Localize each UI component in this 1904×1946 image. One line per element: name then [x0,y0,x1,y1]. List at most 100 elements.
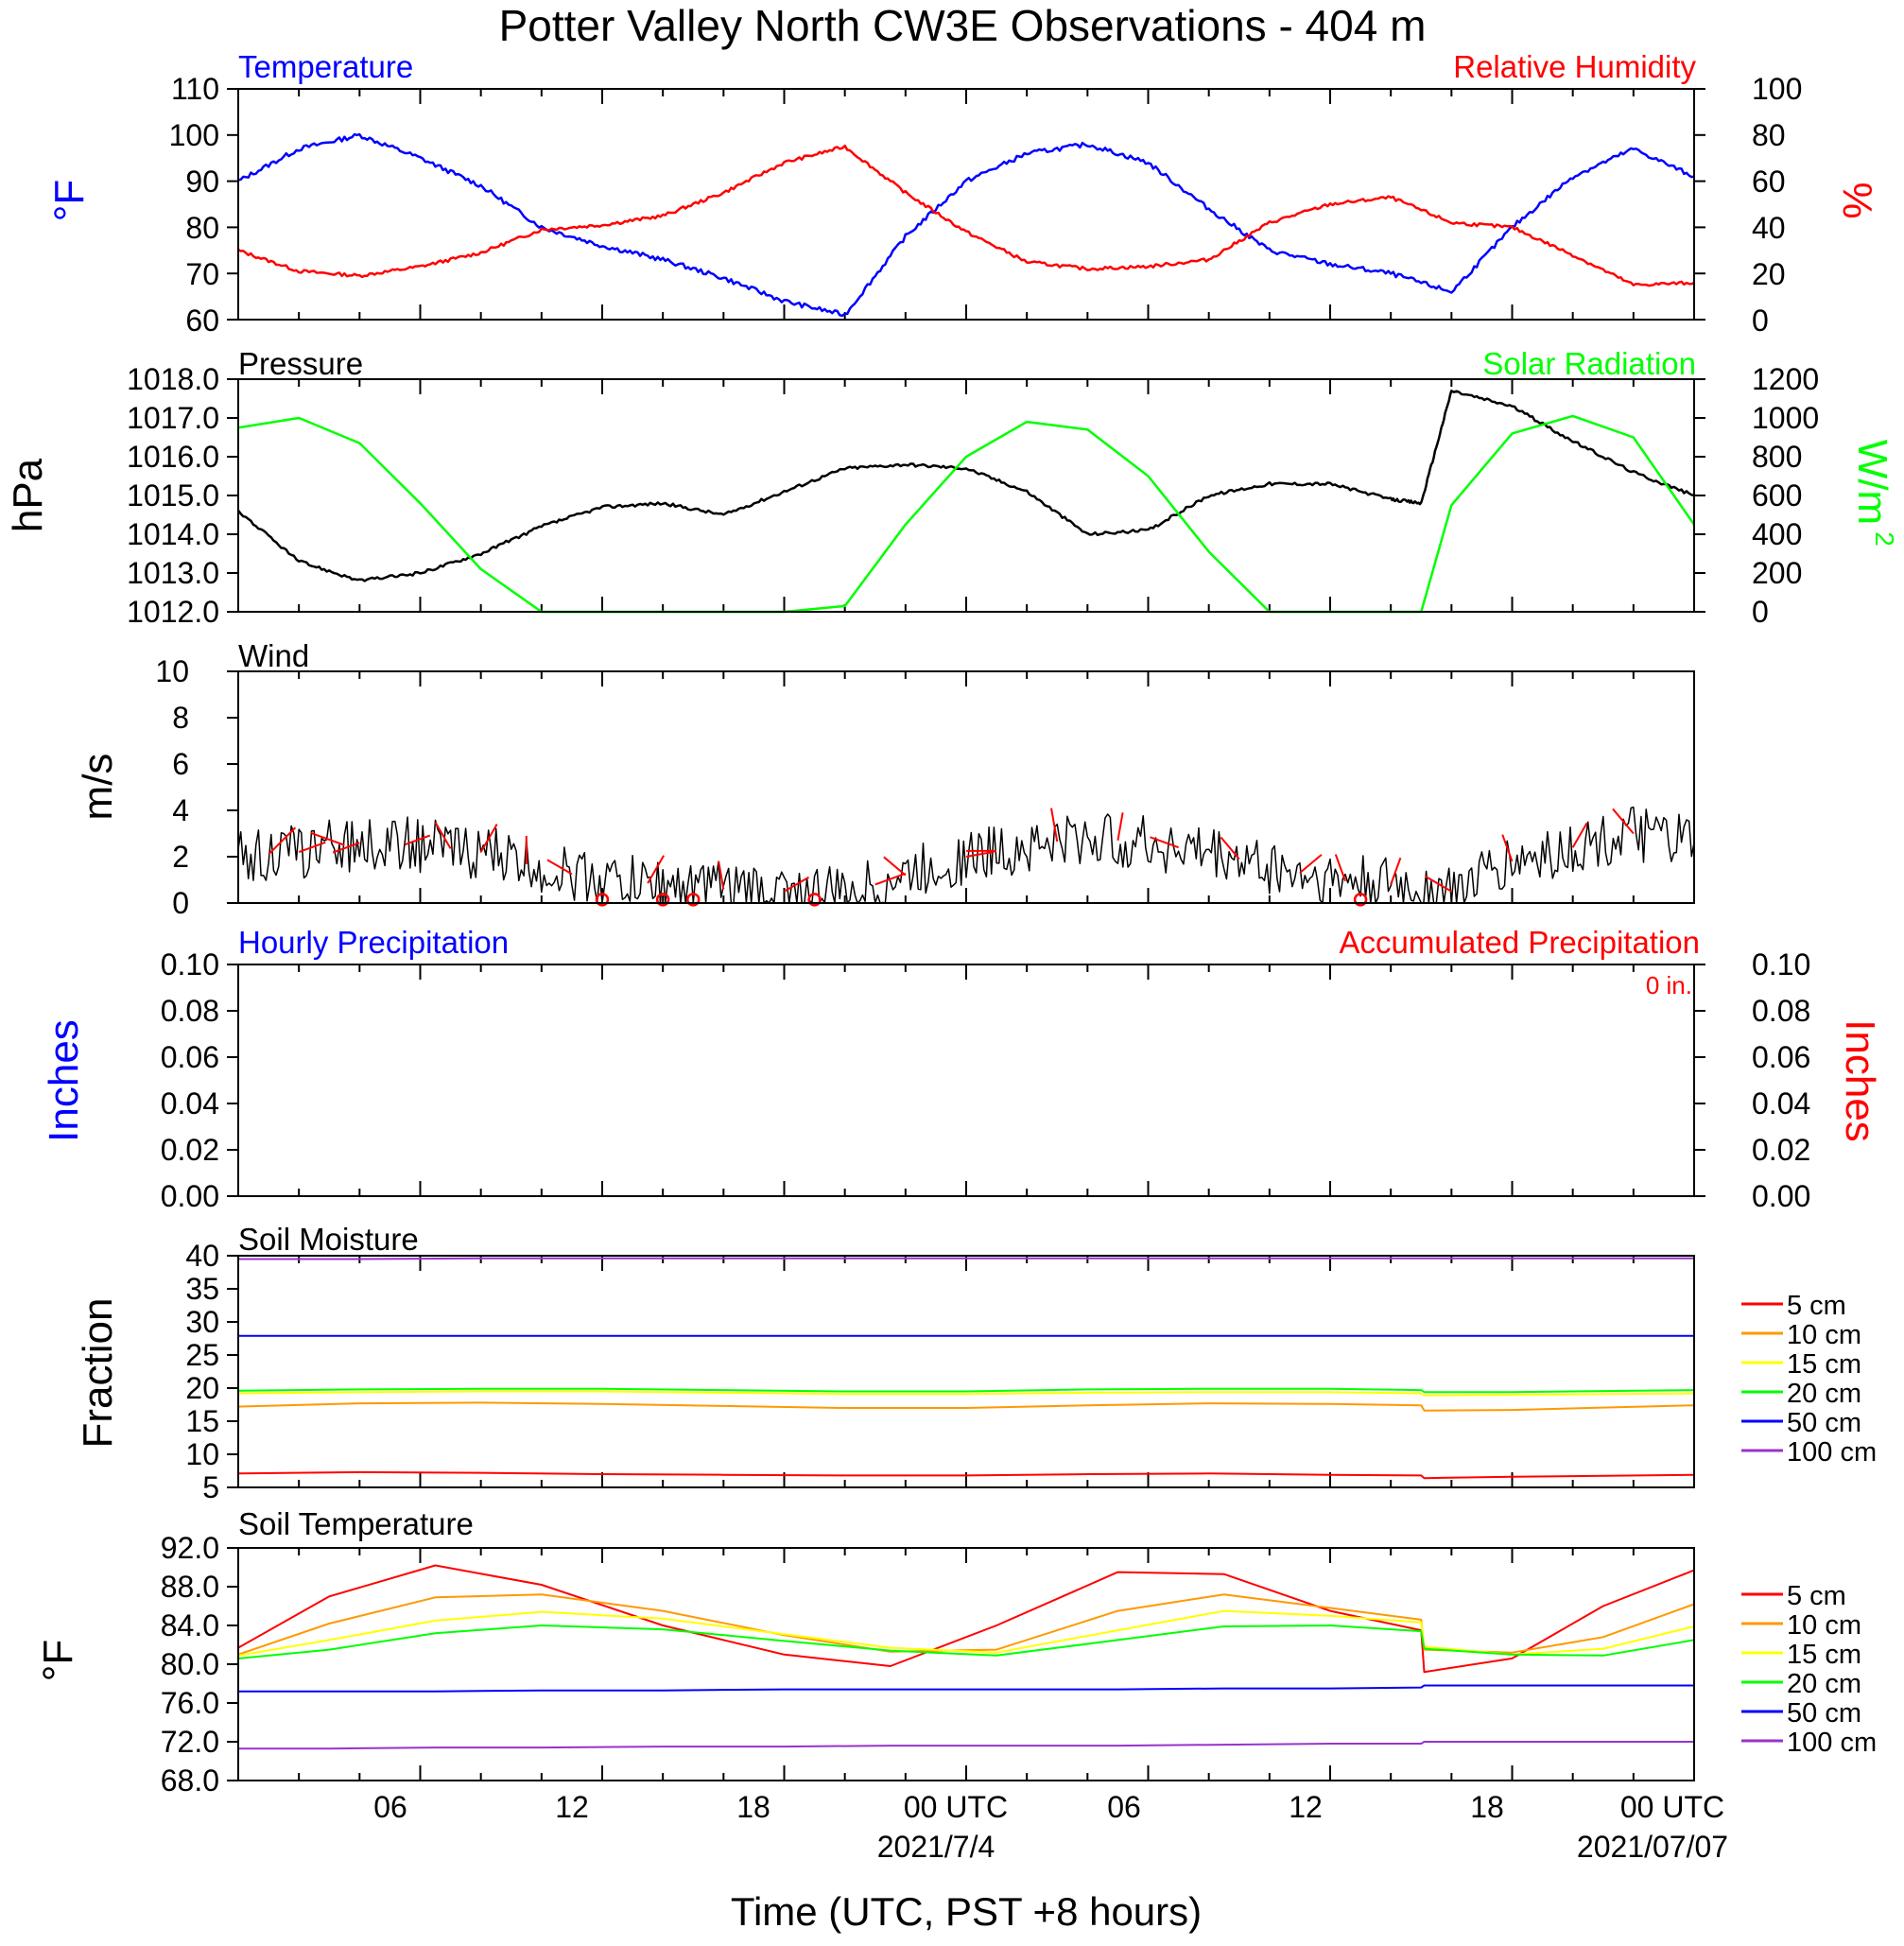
wind-barb [1116,812,1124,842]
series-line-5-cm [237,1470,1695,1480]
wind-barb [784,876,809,893]
y-tick-label: 1016.0 [127,440,219,474]
wind-barb [718,860,725,890]
soil-temp-series [227,1547,1695,1781]
series-line-50-cm [238,1684,1694,1693]
y-tick-label: 1012.0 [127,595,219,629]
y-tick-label: 0.04 [1752,1086,1810,1121]
y-tick-label: 40 [185,1239,219,1273]
y-tick-label: 1000 [1752,401,1819,435]
y-tick-label: 60 [1752,165,1786,199]
accum-precip-axis-label: Inches [1837,1019,1883,1142]
soil-moisture-legend: 5 cm 10 cm 15 cm 20 cm 50 cm 100 cm [1741,1291,1877,1468]
y-tick-label: 0.04 [161,1086,219,1121]
series-line-temperature [237,132,1695,318]
x-tick-label: 18 [736,1790,770,1824]
accum-precip-title: Accumulated Precipitation [1339,925,1700,960]
y-tick-label: 0.02 [1752,1133,1810,1167]
wind-frame [237,670,1695,904]
calm-wind-marker [1353,893,1368,907]
solar-axis-label: W/m 2 [1849,440,1899,547]
x-tick-label: 12 [1289,1790,1323,1824]
series-line-relative-humidity [237,144,1695,287]
legend-label: 50 cm [1787,1408,1861,1438]
pressure-left-ticks: 1018.0 1017.0 1016.0 1015.0 1014.0 1013.… [127,362,219,629]
x-tick-label: 06 [1107,1790,1141,1824]
wind-barb [1220,836,1240,860]
wind-barb [310,831,345,846]
solar-right-ticks: 1200 1000 800 600 400 200 0 [1752,362,1819,629]
y-tick-label: 10 [185,1437,219,1471]
figure-title: Potter Valley North CW3E Observations - … [499,1,1427,50]
y-tick-label: 0.06 [1752,1040,1810,1074]
pressure-solar-frame [237,378,1695,613]
y-tick-label: 92.0 [161,1531,219,1565]
temp-left-ticks: 110 100 90 80 70 60 [169,72,219,338]
pressure-title: Pressure [238,346,363,381]
legend-label: 10 cm [1787,1610,1861,1641]
y-tick-label: 6 [172,747,189,781]
wind-barb [1612,808,1635,835]
legend-label: 100 cm [1787,1728,1877,1758]
precip-panel: Hourly Precipitation Accumulated Precipi… [41,925,1883,1213]
wind-barb [1571,822,1588,848]
humidity-axis-label: % [1834,182,1880,218]
y-tick-label: 10 [155,654,189,688]
y-tick-label: 0.06 [161,1040,219,1074]
y-tick-label: 0.00 [1752,1179,1810,1213]
legend-label: 15 cm [1787,1640,1861,1670]
y-tick-label: 100 [1752,72,1802,106]
temp-rh-series [227,88,1705,321]
legend-label: 50 cm [1787,1698,1861,1729]
x-date-label: 2021/07/07 [1577,1830,1728,1864]
series-line-5-cm [237,1564,1695,1674]
y-tick-label: 80 [185,211,219,245]
precip-frame [237,964,1695,1197]
y-tick-label: 15 [185,1404,219,1438]
y-tick-label: 88.0 [161,1570,219,1604]
solar-axis-label-main: W/m [1849,440,1895,525]
y-tick-label: 60 [185,304,219,338]
y-tick-label: 800 [1752,440,1802,474]
y-tick-label: 20 [1752,257,1786,291]
soil-moisture-axis-label: Fraction [75,1298,121,1449]
y-tick-label: 84.0 [161,1608,219,1642]
legend-label: 5 cm [1787,1581,1846,1611]
x-tick-label: 00 UTC [1620,1790,1724,1824]
x-axis: 06 12 18 00 UTC 06 12 18 00 UTC 2021/7/4… [373,1790,1728,1934]
hourly-precip-title: Hourly Precipitation [238,925,509,960]
soil-temp-title: Soil Temperature [238,1506,474,1541]
y-tick-label: 68.0 [161,1764,219,1798]
solar-axis-label-superscript: 2 [1870,531,1899,547]
y-tick-label: 35 [185,1272,219,1306]
y-tick-label: 20 [185,1371,219,1405]
precip-right-ticks: 0.10 0.08 0.06 0.04 0.02 0.00 [1752,947,1810,1213]
y-tick-label: 200 [1752,556,1802,590]
precip-left-ticks: 0.10 0.08 0.06 0.04 0.02 0.00 [161,947,219,1213]
y-tick-label: 0.10 [161,947,219,982]
y-tick-label: 70 [185,257,219,291]
soil-moisture-series [227,1255,1695,1488]
wind-title: Wind [238,638,309,673]
x-date-label: 2021/7/4 [877,1830,995,1864]
series-line-100-cm [238,1741,1694,1750]
y-tick-label: 90 [185,165,219,199]
y-tick-label: 0.00 [161,1179,219,1213]
x-axis-title: Time (UTC, PST +8 hours) [731,1889,1202,1934]
wind-barb [1299,854,1323,874]
y-tick-label: 80 [1752,118,1786,152]
relative-humidity-title: Relative Humidity [1453,49,1696,84]
calm-wind-marker [686,893,701,907]
pressure-solar-series [227,378,1705,614]
y-tick-label: 80.0 [161,1647,219,1681]
wind-barb [1150,836,1179,849]
x-tick-label: 06 [373,1790,407,1824]
soil-temp-frame [237,1547,1695,1781]
wind-barb [434,822,452,849]
calm-wind-marker [807,893,822,907]
legend-label: 20 cm [1787,1379,1861,1409]
y-tick-label: 72.0 [161,1725,219,1759]
soil-temp-axis-label: °F [35,1640,81,1681]
y-tick-label: 0.08 [1752,994,1810,1028]
series-line-10-cm [237,1401,1695,1412]
